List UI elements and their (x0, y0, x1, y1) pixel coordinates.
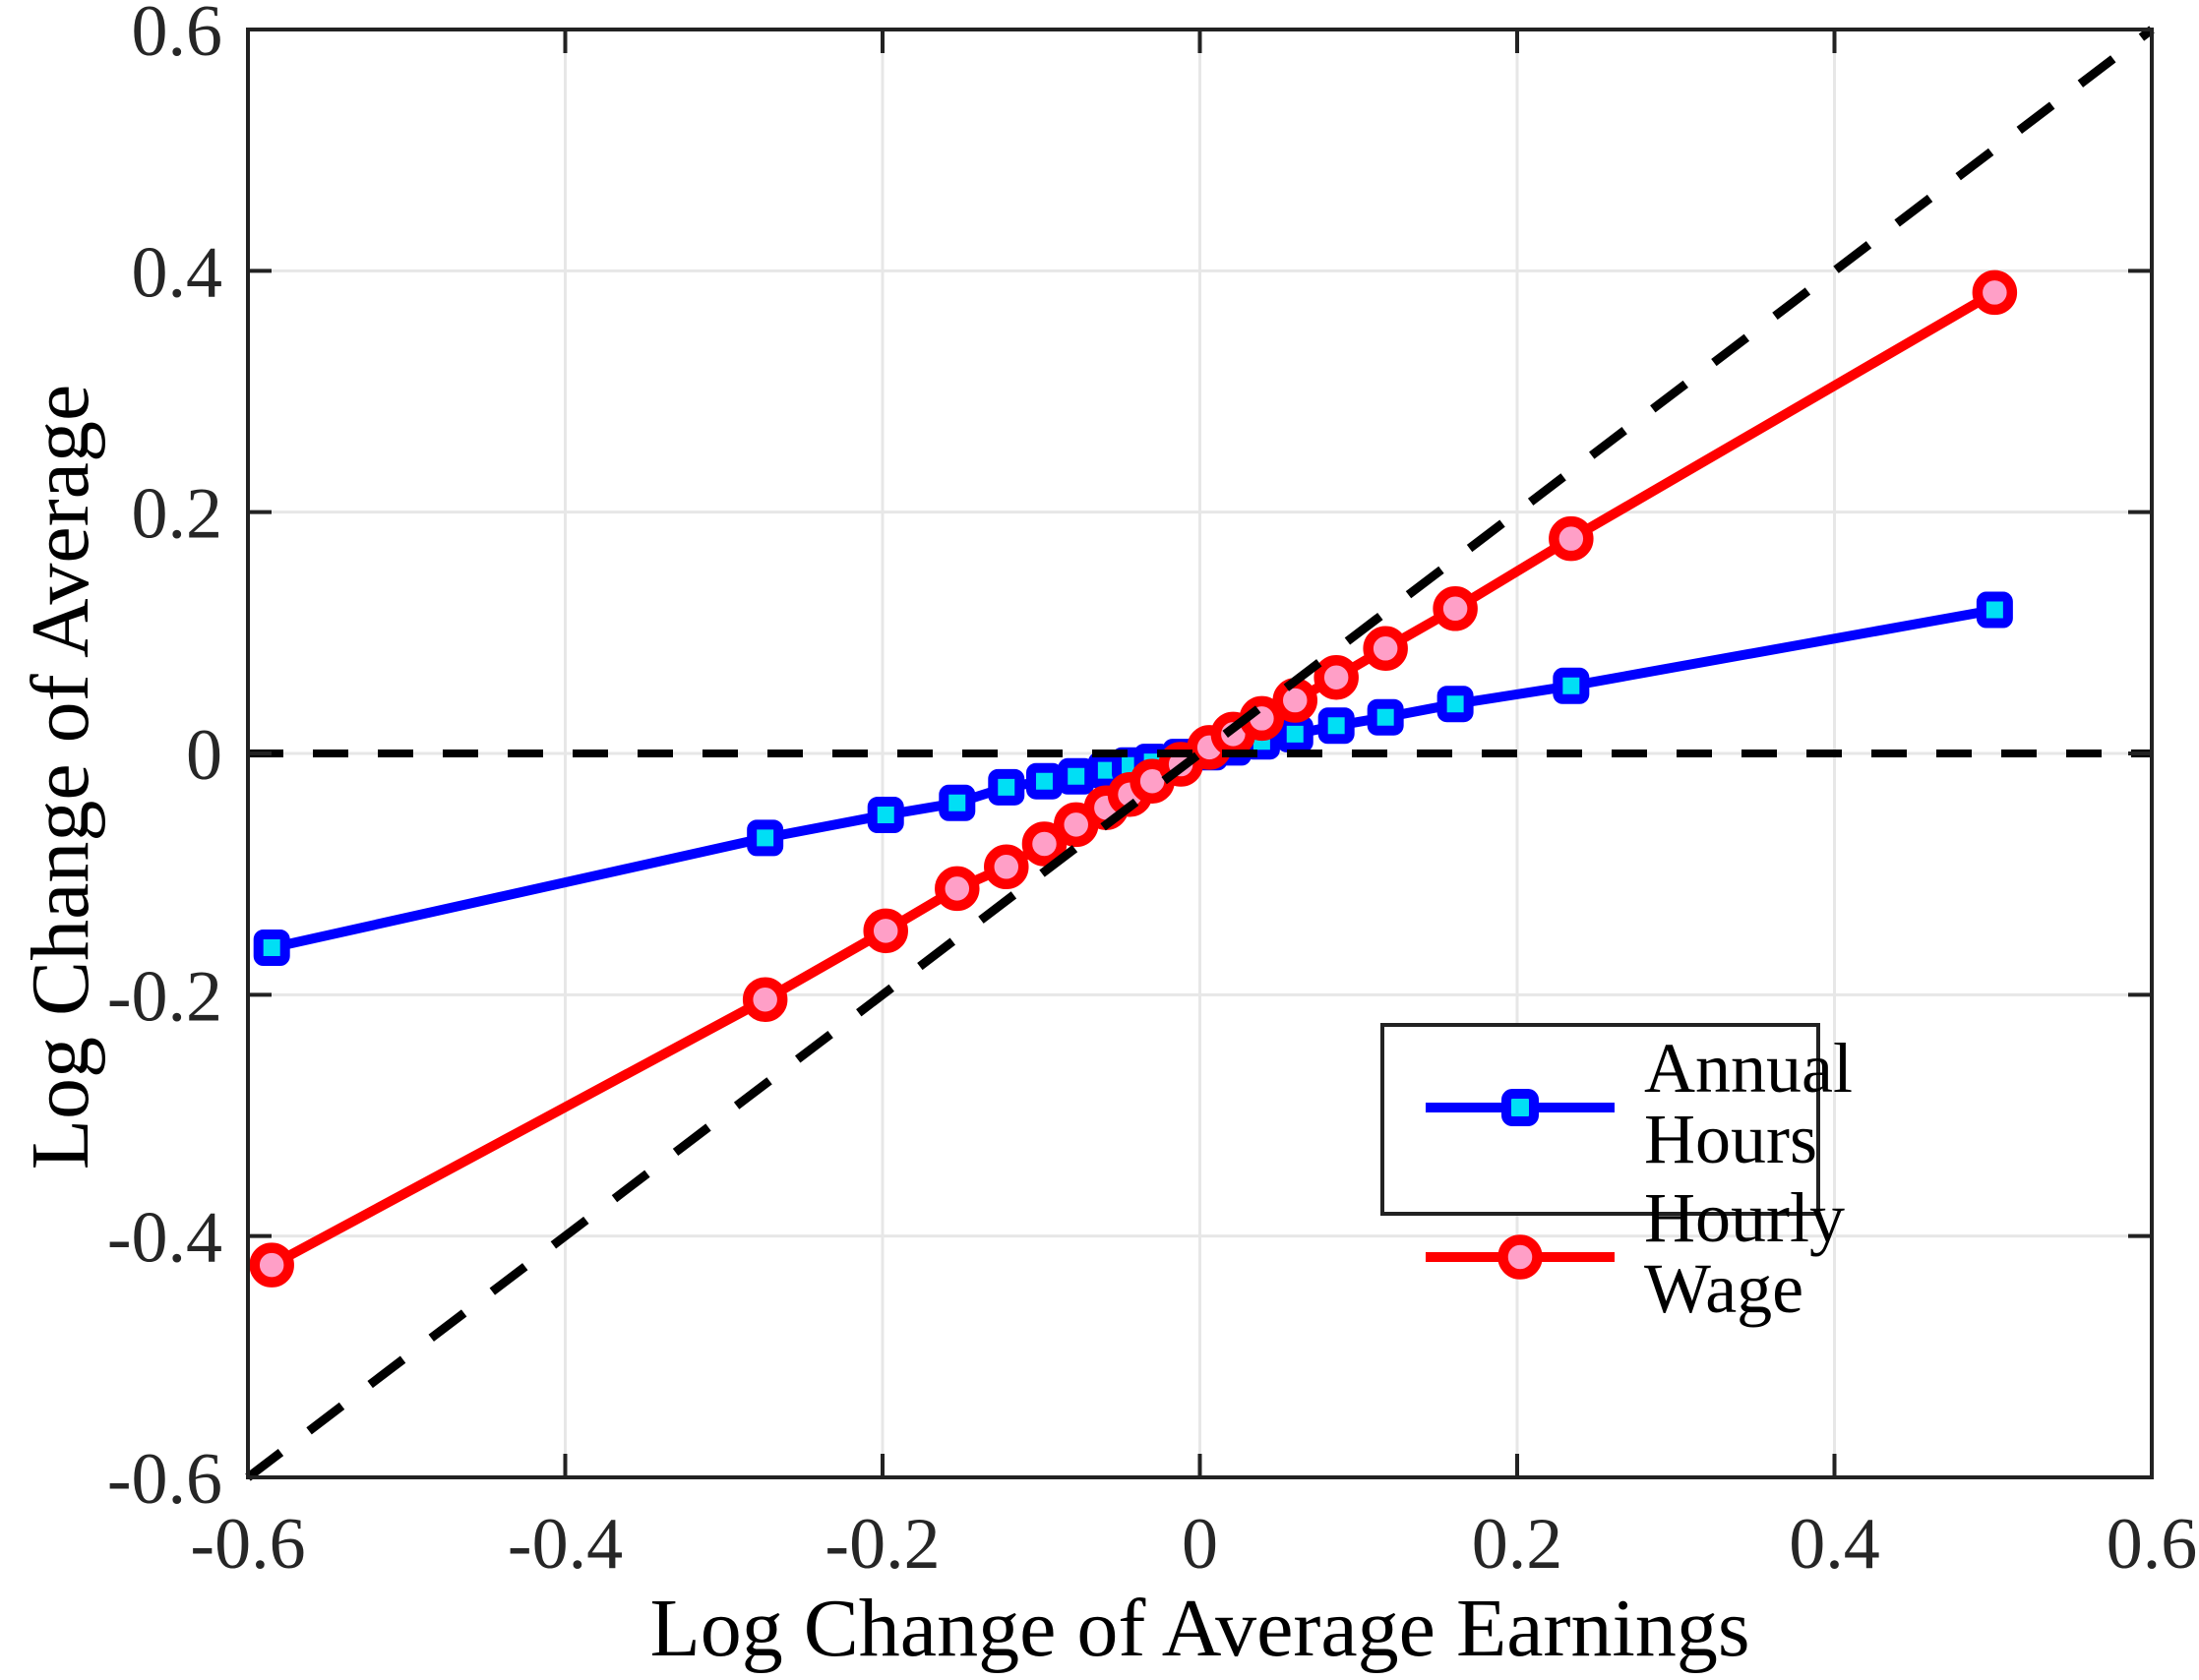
data-point-marker (988, 768, 1025, 806)
45-degree-line (245, 26, 2155, 1481)
y-tick-label: 0 (186, 715, 222, 796)
data-point-marker (935, 866, 980, 912)
y-axis-label: Log Change of Average (15, 384, 106, 1170)
y-tick-label: -0.4 (107, 1198, 222, 1279)
data-point-marker (1276, 715, 1313, 752)
data-point-marker (1549, 515, 1594, 562)
data-point-marker (1021, 821, 1068, 867)
data-point-marker (939, 784, 976, 821)
legend-entry-annual-hours: Annual Hours (1422, 1033, 1853, 1182)
red-circle-line-icon (1426, 1234, 1615, 1280)
x-tick-label: -0.6 (190, 1504, 305, 1585)
data-point-marker (1317, 707, 1355, 745)
tick-labels: -0.6 -0.4 -0.2 0 0.2 0.4 0.6 -0.6 -0.4 -0.2 0 0.2 0.… (107, 0, 2197, 1585)
x-axis-label: Log Change of Average Earnings (649, 1583, 1750, 1674)
y-tick-label: -0.6 (107, 1439, 222, 1520)
data-point-marker (1553, 667, 1590, 704)
data-point-marker (1058, 757, 1095, 795)
y-tick-label: 0.6 (132, 0, 223, 72)
data-point-marker (984, 844, 1029, 890)
blue-square-line-icon (1426, 1089, 1615, 1126)
y-tick-label: -0.2 (107, 956, 222, 1037)
data-point-marker (1433, 586, 1478, 631)
x-tick-label: 0.4 (1789, 1504, 1880, 1585)
x-tick-label: 0.6 (2107, 1504, 2198, 1585)
x-tick-label: -0.4 (508, 1504, 623, 1585)
legend-entry-hourly-wage: Hourly Wage (1422, 1182, 1845, 1332)
x-tick-label: 0.2 (1472, 1504, 1563, 1585)
legend-label-annual-hours: Annual Hours (1644, 1029, 1853, 1178)
data-point-marker (1272, 678, 1317, 723)
data-point-marker (747, 819, 784, 857)
data-point-marker (1313, 654, 1359, 700)
y-tick-label: 0.4 (132, 232, 223, 313)
data-point-marker (1972, 270, 2018, 316)
x-tick-label: 0 (1182, 1504, 1218, 1585)
data-point-marker (742, 977, 788, 1022)
data-point-marker (1367, 698, 1404, 736)
data-point-marker (863, 908, 908, 954)
legend: Annual Hours Hourly Wage (1380, 1023, 1853, 1324)
data-point-marker (253, 929, 290, 966)
data-point-marker (1025, 762, 1063, 800)
x-tick-label: -0.2 (825, 1504, 940, 1585)
y-tick-label: 0.2 (132, 474, 223, 555)
data-point-marker (249, 1242, 294, 1288)
legend-label-hourly-wage: Hourly Wage (1644, 1178, 1845, 1328)
data-point-marker (1363, 626, 1408, 672)
tick-marks (246, 28, 2154, 1479)
data-point-marker (1976, 591, 2013, 629)
data-point-marker (1436, 686, 1474, 723)
data-point-marker (867, 797, 904, 834)
